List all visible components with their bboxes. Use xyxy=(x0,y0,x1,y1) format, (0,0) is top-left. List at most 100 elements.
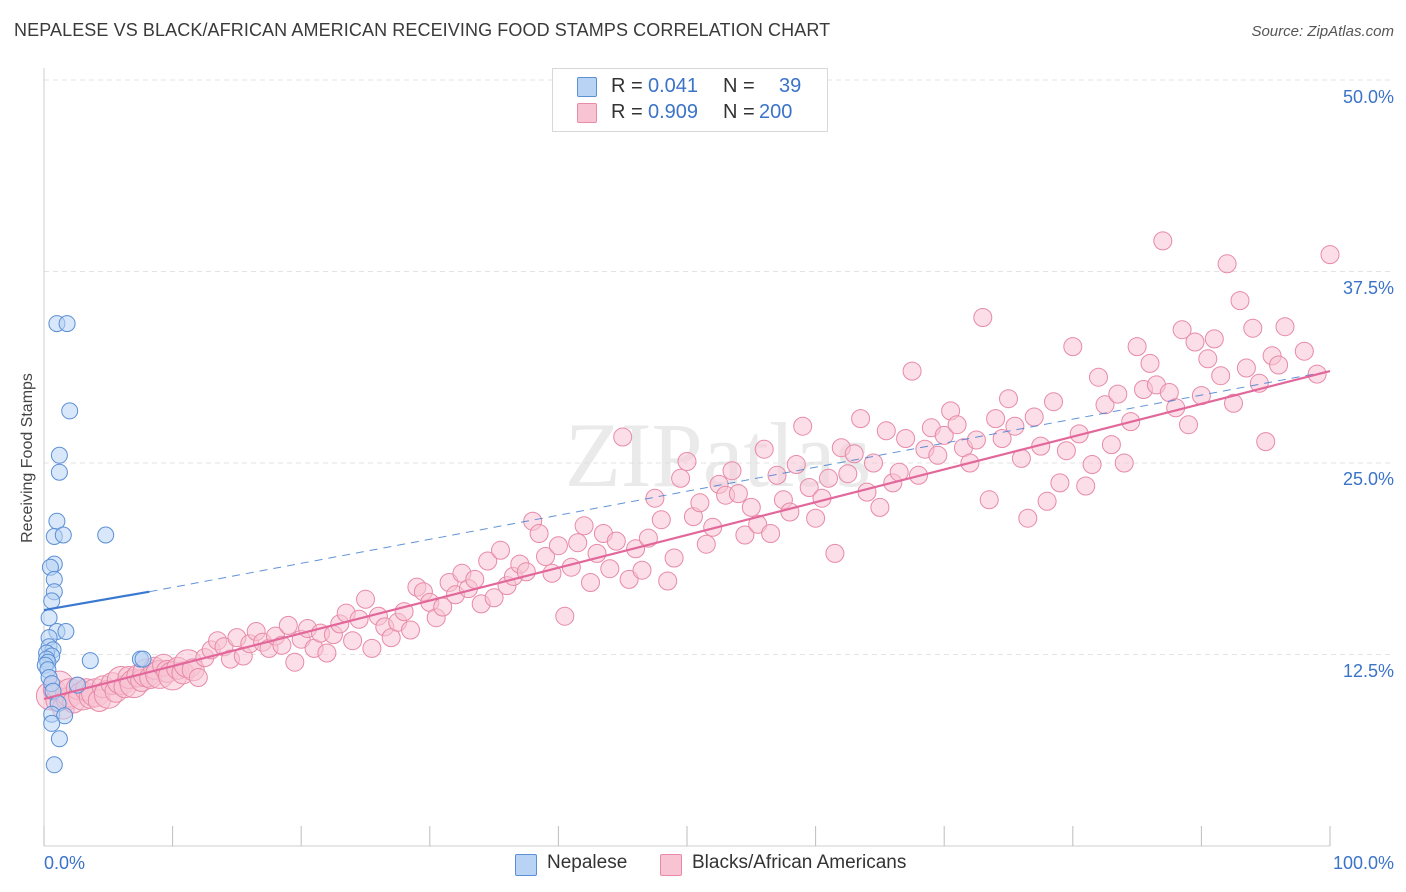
data-point-nepalese xyxy=(54,526,72,544)
data-point-blacks xyxy=(1140,353,1160,373)
data-point-blacks xyxy=(825,543,845,563)
data-point-blacks xyxy=(1108,384,1128,404)
data-point-blacks xyxy=(401,620,420,640)
data-point-blacks xyxy=(658,571,678,591)
data-point-blacks xyxy=(632,560,652,580)
data-point-blacks xyxy=(606,531,626,551)
data-point-blacks xyxy=(838,464,858,484)
data-point-blacks xyxy=(902,361,922,381)
data-point-blacks xyxy=(619,569,639,589)
data-point-blacks xyxy=(761,524,781,543)
data-point-blacks xyxy=(857,482,877,502)
legend-label-blacks: Blacks/African Americans xyxy=(692,852,907,873)
data-point-blacks xyxy=(645,488,665,508)
trend-extension-nepalese xyxy=(149,370,1331,593)
data-point-blacks xyxy=(1236,358,1256,378)
data-point-blacks xyxy=(986,409,1006,429)
data-point-nepalese xyxy=(50,446,68,464)
data-point-nepalese xyxy=(50,463,68,481)
data-point-blacks xyxy=(1076,476,1096,496)
data-point-nepalese xyxy=(50,730,68,748)
data-point-blacks xyxy=(819,468,838,488)
data-point-blacks xyxy=(677,452,697,471)
data-point-blacks xyxy=(864,453,883,473)
data-point-blacks xyxy=(1230,291,1250,311)
trend-line-blacks xyxy=(43,370,1331,700)
data-point-blacks xyxy=(1018,508,1038,528)
data-point-blacks xyxy=(1089,367,1108,387)
r-label: R = xyxy=(611,101,643,123)
n-value: 39 xyxy=(779,75,802,97)
data-point-blacks xyxy=(934,425,954,445)
data-point-blacks xyxy=(844,444,864,464)
data-point-blacks xyxy=(1256,432,1276,452)
data-point-blacks xyxy=(278,615,298,635)
data-point-blacks xyxy=(491,540,510,560)
chart-title: NEPALESE VS BLACK/AFRICAN AMERICAN RECEI… xyxy=(14,20,831,40)
data-point-blacks xyxy=(1056,441,1076,461)
series-legend: Nepalese Blacks/African Americans xyxy=(0,852,1406,878)
data-point-blacks xyxy=(767,465,787,485)
data-point-blacks xyxy=(696,534,716,554)
data-point-blacks xyxy=(806,508,826,528)
data-point-blacks xyxy=(1114,453,1134,473)
data-point-blacks xyxy=(1127,337,1147,357)
data-point-blacks xyxy=(1294,341,1314,361)
series-nepalese-points xyxy=(36,315,152,774)
legend-swatch-pink xyxy=(577,103,597,123)
data-point-blacks xyxy=(786,455,806,474)
data-point-blacks xyxy=(1179,415,1198,435)
data-point-blacks xyxy=(343,631,363,651)
data-point-blacks xyxy=(272,635,292,655)
r-value: 0.041 xyxy=(648,75,699,97)
legend-row-nepalese: R = 0.041 N = 39 xyxy=(553,75,827,101)
legend-row-blacks: R = 0.909 N = 200 xyxy=(553,101,827,127)
data-point-blacks xyxy=(1185,332,1205,352)
source-credit: Source: ZipAtlas.com xyxy=(1251,23,1394,40)
data-point-blacks xyxy=(285,652,305,672)
data-point-blacks xyxy=(574,516,594,536)
data-point-blacks xyxy=(870,497,890,517)
data-point-blacks xyxy=(1005,416,1025,436)
data-point-blacks xyxy=(548,536,568,556)
data-point-blacks xyxy=(947,415,967,435)
data-point-blacks xyxy=(529,524,549,543)
data-point-blacks xyxy=(722,461,742,481)
data-point-blacks xyxy=(735,525,755,545)
x-tick-max: 100.0% xyxy=(1332,853,1394,873)
data-point-blacks xyxy=(555,606,575,626)
y-tick-37-5: 37.5% xyxy=(1342,278,1394,298)
data-point-blacks xyxy=(1204,329,1224,349)
y-tick-12-5: 12.5% xyxy=(1342,661,1394,681)
r-label: R = xyxy=(611,75,643,97)
data-point-blacks xyxy=(664,548,684,568)
data-point-blacks xyxy=(568,533,588,553)
data-point-blacks xyxy=(651,510,671,530)
y-tick-25: 25.0% xyxy=(1342,469,1394,489)
data-point-blacks xyxy=(600,559,620,579)
data-point-blacks xyxy=(1243,318,1263,338)
data-point-blacks xyxy=(356,589,375,609)
data-point-blacks xyxy=(317,643,337,663)
data-point-blacks xyxy=(1050,473,1070,493)
n-value: 200 xyxy=(759,101,793,123)
data-point-blacks xyxy=(1153,231,1173,251)
data-point-blacks xyxy=(465,569,485,589)
data-point-blacks xyxy=(992,429,1012,448)
axes xyxy=(43,68,1331,847)
data-point-blacks xyxy=(780,502,800,522)
data-point-blacks xyxy=(973,308,993,327)
r-value: 0.909 xyxy=(648,101,699,123)
data-point-blacks xyxy=(741,497,761,517)
data-point-blacks xyxy=(1024,407,1044,427)
data-point-blacks xyxy=(362,638,382,658)
data-point-blacks xyxy=(690,493,710,513)
data-point-blacks xyxy=(966,430,986,450)
data-point-blacks xyxy=(188,668,208,687)
data-point-blacks xyxy=(754,439,774,459)
data-point-blacks xyxy=(1082,455,1102,474)
data-point-blacks xyxy=(999,389,1018,409)
data-point-nepalese xyxy=(97,526,115,544)
data-point-blacks xyxy=(1211,366,1231,386)
legend-swatch-pink xyxy=(660,854,682,876)
